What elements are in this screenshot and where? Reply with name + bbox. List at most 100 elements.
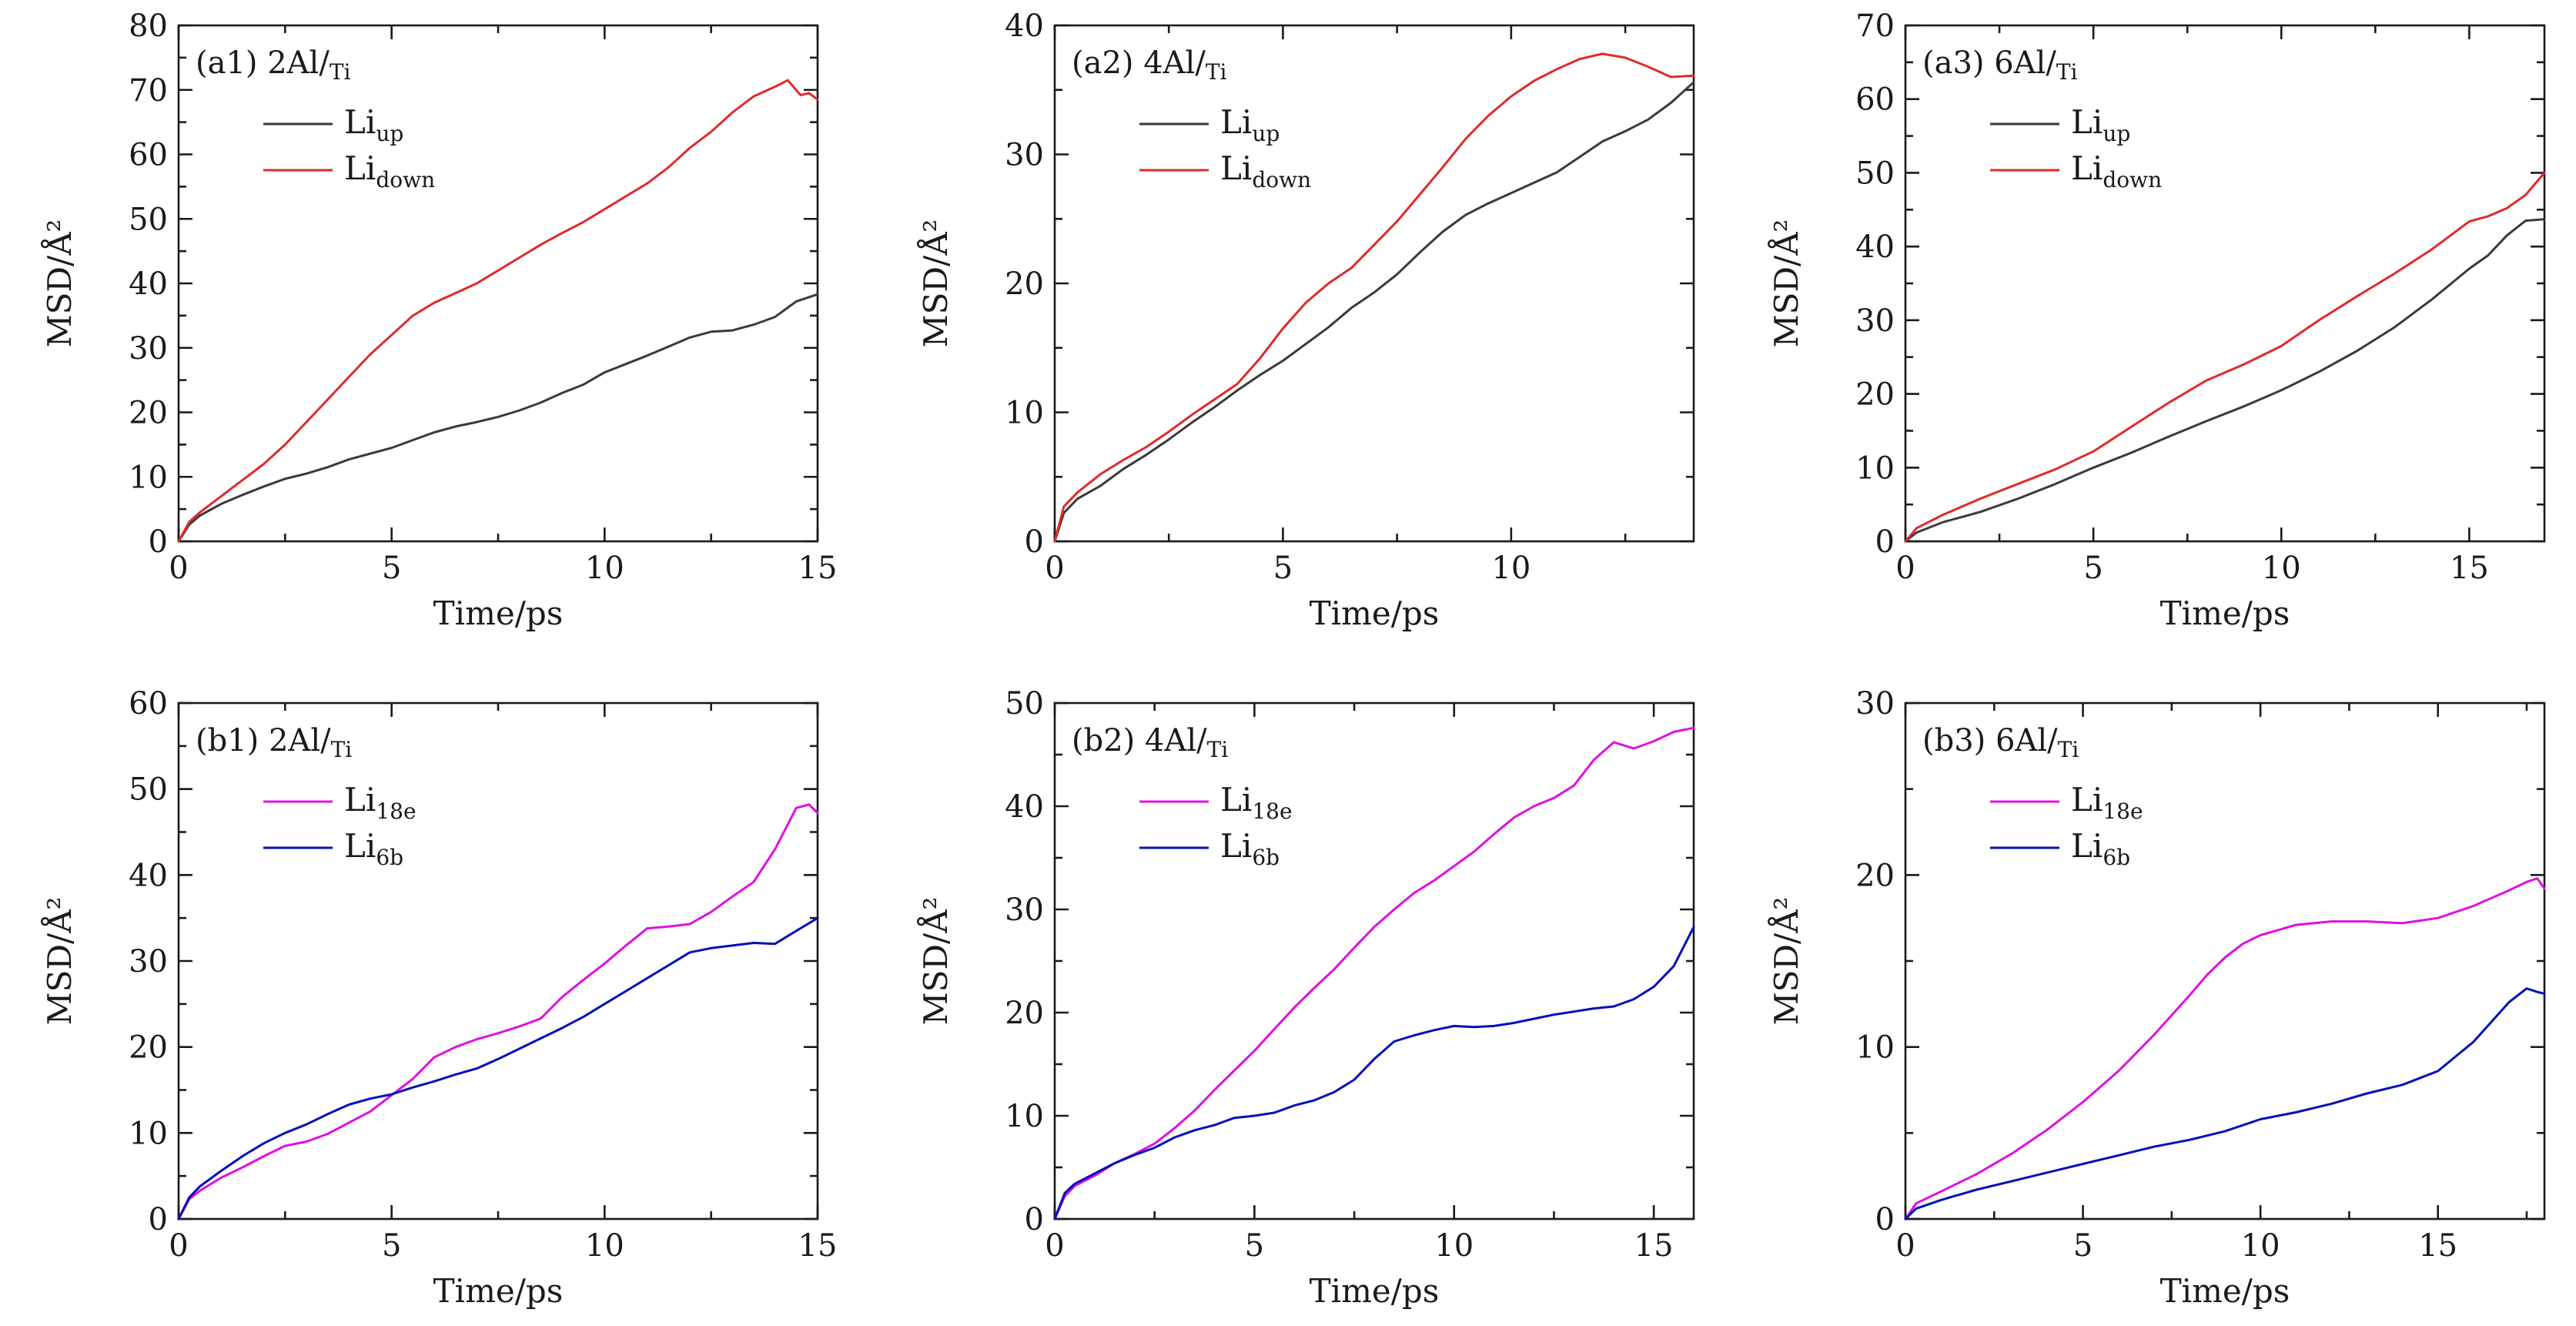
y-tick-label: 80: [129, 8, 168, 44]
x-tick-label: 0: [169, 551, 188, 586]
y-tick-label: 30: [129, 944, 168, 979]
chart-panel-2: 0 5 10 0 10 20 30 40 Time/ps MSD/Å² (a2) 4Al/Ti Liu…: [916, 8, 1695, 632]
y-tick-label: 40: [1005, 789, 1044, 825]
x-tick-label: 5: [2073, 1228, 2093, 1264]
y-tick-label: 70: [1855, 8, 1895, 44]
y-tick-label: 50: [129, 202, 168, 237]
y-tick-label: 30: [1005, 892, 1044, 928]
legend-label-up: Liup: [2071, 103, 2130, 146]
panel-label: (b2) 4Al/Ti: [1072, 723, 1228, 762]
x-axis-title: Time/ps: [433, 594, 564, 632]
y-tick-label: 40: [129, 858, 168, 893]
x-tick-label: 5: [382, 551, 401, 586]
y-tick-label: 0: [1875, 1202, 1895, 1237]
y-axis-title: MSD/Å²: [1767, 219, 1805, 348]
y-tick-label: 30: [1855, 303, 1895, 339]
legend-label-18e: Li18e: [344, 781, 417, 824]
x-tick-label: 0: [169, 1228, 188, 1264]
x-axis-title: Time/ps: [1310, 594, 1440, 632]
series-line-up: [1904, 218, 2546, 543]
series-line-18e: [177, 803, 819, 1221]
x-tick-label: 15: [798, 551, 838, 586]
x-tick-label: 15: [1634, 1228, 1674, 1264]
x-tick-label: 5: [2083, 551, 2103, 586]
x-tick-label: 10: [2262, 551, 2301, 586]
y-tick-label: 20: [1005, 266, 1044, 302]
y-tick-label: 20: [129, 1030, 168, 1066]
chart-panel-4: 0 5 10 15 0 10 20 30 40 50 60 Time/ps MSD/Å² (b1) 2Al…: [40, 686, 837, 1310]
y-tick-label: 0: [1875, 524, 1895, 560]
panel-label: (a2) 4Al/Ti: [1072, 45, 1227, 85]
plot-frame: [1904, 24, 2546, 543]
chart-panel-1: 0 5 10 15 0 10 20 30 40 50 60 70 80 Time/ps MSD/Å² (a1)…: [40, 8, 837, 632]
legend-label-6b: Li6b: [344, 827, 403, 870]
x-tick-label: 10: [585, 1228, 624, 1264]
y-tick-label: 20: [1005, 996, 1044, 1031]
plot-frame: [177, 702, 819, 1221]
y-tick-label: 20: [129, 396, 168, 431]
x-tick-label: 0: [1895, 551, 1915, 586]
chart-panel-6: 0 5 10 15 0 10 20 30 Time/ps MSD/Å² (b3) 6Al/Ti Li1…: [1767, 686, 2546, 1310]
series-line-6b: [177, 916, 819, 1221]
y-tick-label: 10: [129, 460, 168, 495]
y-tick-label: 40: [1005, 8, 1044, 44]
series-line-6b: [1053, 926, 1695, 1221]
x-axis-title: Time/ps: [433, 1272, 564, 1310]
series-line-down: [177, 79, 819, 543]
legend-label-up: Liup: [344, 103, 403, 146]
x-tick-label: 15: [2450, 551, 2489, 586]
y-tick-label: 10: [1005, 1099, 1044, 1134]
y-tick-label: 50: [129, 772, 168, 808]
legend-label-down: Lidown: [1220, 149, 1311, 193]
x-tick-label: 5: [1245, 1228, 1264, 1264]
x-axis-title: Time/ps: [2160, 1272, 2290, 1310]
chart-panel-3: 0 5 10 15 0 10 20 30 40 50 60 70 Time/ps MSD/Å² (a3) 6…: [1767, 8, 2546, 632]
legend-label-down: Lidown: [2071, 149, 2162, 193]
legend-label-up: Liup: [1220, 103, 1280, 146]
series-line-6b: [1904, 987, 2546, 1221]
y-tick-label: 0: [1025, 1202, 1044, 1237]
series-line-down: [1904, 171, 2546, 543]
y-tick-label: 40: [1855, 229, 1895, 265]
x-tick-label: 0: [1045, 1228, 1064, 1264]
y-tick-label: 60: [1855, 82, 1895, 118]
y-tick-label: 50: [1855, 156, 1895, 191]
y-tick-label: 30: [1855, 686, 1895, 722]
legend-label-6b: Li6b: [2071, 827, 2130, 870]
plot-frame: [1053, 24, 1695, 543]
x-tick-label: 5: [382, 1228, 401, 1264]
x-tick-label: 10: [1491, 551, 1531, 586]
chart-panel-5: 0 5 10 15 0 10 20 30 40 50 Time/ps MSD/Å² (b2) 4Al/T…: [916, 686, 1695, 1310]
y-axis-title: MSD/Å²: [1767, 897, 1805, 1026]
series-line-18e: [1904, 877, 2546, 1221]
y-tick-label: 30: [1005, 138, 1044, 173]
y-tick-label: 20: [1855, 377, 1895, 413]
x-axis-title: Time/ps: [2160, 594, 2290, 632]
y-tick-label: 10: [1005, 396, 1044, 431]
y-axis-title: MSD/Å²: [916, 219, 955, 348]
series-line-up: [1053, 81, 1695, 543]
panel-label: (a1) 2Al/Ti: [196, 45, 351, 85]
x-tick-label: 15: [798, 1228, 838, 1264]
x-tick-label: 10: [2241, 1228, 2280, 1264]
legend-label-down: Lidown: [344, 149, 435, 193]
y-tick-label: 10: [1855, 1030, 1895, 1066]
x-axis-title: Time/ps: [1310, 1272, 1440, 1310]
x-tick-label: 5: [1273, 551, 1293, 586]
y-tick-label: 10: [1855, 450, 1895, 486]
y-tick-label: 40: [129, 266, 168, 302]
series-line-down: [1053, 52, 1695, 543]
plot-frame: [1053, 702, 1695, 1221]
y-tick-label: 0: [149, 524, 168, 560]
x-tick-label: 0: [1895, 1228, 1915, 1264]
y-tick-label: 20: [1855, 858, 1895, 893]
legend-label-6b: Li6b: [1220, 827, 1280, 870]
panel-label: (b3) 6Al/Ti: [1922, 723, 2079, 762]
y-axis-title: MSD/Å²: [916, 897, 955, 1026]
x-tick-label: 15: [2418, 1228, 2457, 1264]
y-tick-label: 0: [149, 1202, 168, 1237]
y-tick-label: 50: [1005, 686, 1044, 722]
y-tick-label: 30: [129, 331, 168, 367]
panel-label: (a3) 6Al/Ti: [1922, 45, 2078, 85]
